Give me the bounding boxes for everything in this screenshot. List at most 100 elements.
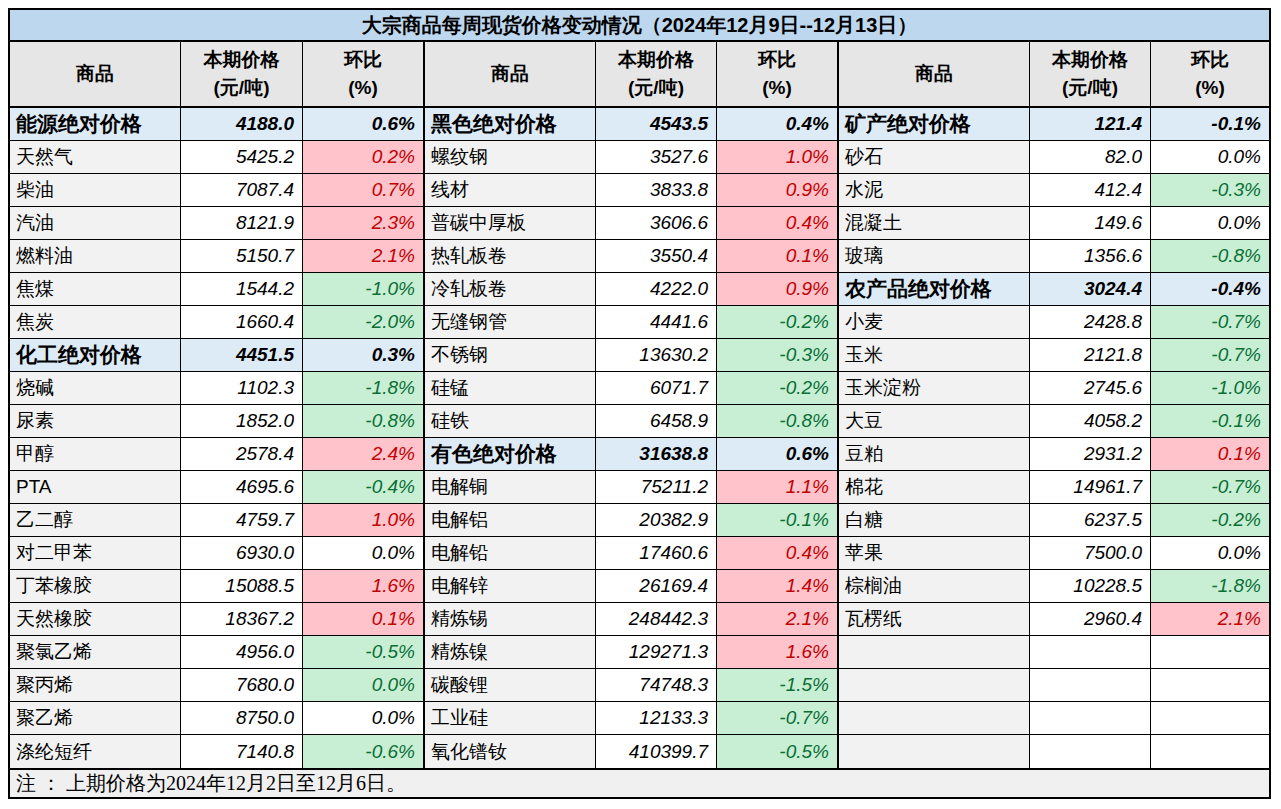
header-change-1[interactable]: 环比 (%) [303, 42, 425, 108]
price-cell[interactable]: 82.0 [1030, 141, 1151, 174]
commodity-cell[interactable]: 热轧板卷 [425, 240, 596, 273]
commodity-cell[interactable]: 不锈钢 [425, 339, 596, 372]
price-cell[interactable]: 2428.8 [1030, 306, 1151, 339]
price-cell[interactable]: 4759.7 [181, 504, 303, 537]
commodity-cell[interactable]: 汽油 [10, 207, 181, 240]
change-cell[interactable]: -1.0% [1151, 372, 1269, 405]
change-cell[interactable]: 0.0% [303, 537, 425, 570]
empty-cell[interactable] [839, 636, 1030, 669]
commodity-cell[interactable]: 聚乙烯 [10, 702, 181, 735]
empty-cell[interactable] [839, 669, 1030, 702]
section-name-cell[interactable]: 有色绝对价格 [425, 438, 596, 471]
commodity-cell[interactable]: 尿素 [10, 405, 181, 438]
price-cell[interactable]: 2121.8 [1030, 339, 1151, 372]
change-cell[interactable]: 1.0% [303, 504, 425, 537]
price-cell[interactable]: 1356.6 [1030, 240, 1151, 273]
change-cell[interactable]: -1.8% [1151, 570, 1269, 603]
price-cell[interactable]: 1544.2 [181, 273, 303, 306]
section-name-cell[interactable]: 黑色绝对价格 [425, 108, 596, 141]
section-price-cell[interactable]: 4188.0 [181, 108, 303, 141]
price-cell[interactable]: 149.6 [1030, 207, 1151, 240]
section-change-cell[interactable]: -0.4% [1151, 273, 1269, 306]
price-cell[interactable]: 3527.6 [596, 141, 717, 174]
change-cell[interactable]: -0.8% [1151, 240, 1269, 273]
commodity-cell[interactable]: 棉花 [839, 471, 1030, 504]
price-cell[interactable]: 8750.0 [181, 702, 303, 735]
change-cell[interactable]: 2.1% [1151, 603, 1269, 636]
price-cell[interactable]: 18367.2 [181, 603, 303, 636]
change-cell[interactable]: 0.9% [717, 174, 839, 207]
change-cell[interactable]: 0.4% [717, 207, 839, 240]
commodity-cell[interactable]: 工业硅 [425, 702, 596, 735]
section-change-cell[interactable]: 0.4% [717, 108, 839, 141]
change-cell[interactable]: 0.0% [1151, 207, 1269, 240]
commodity-cell[interactable]: 电解锌 [425, 570, 596, 603]
change-cell[interactable]: -0.7% [1151, 306, 1269, 339]
price-cell[interactable]: 3606.6 [596, 207, 717, 240]
change-cell[interactable]: 0.7% [303, 174, 425, 207]
price-cell[interactable]: 2960.4 [1030, 603, 1151, 636]
change-cell[interactable]: -0.7% [1151, 339, 1269, 372]
change-cell[interactable]: 0.1% [303, 603, 425, 636]
price-cell[interactable]: 17460.6 [596, 537, 717, 570]
section-name-cell[interactable]: 农产品绝对价格 [839, 273, 1030, 306]
price-cell[interactable]: 4695.6 [181, 471, 303, 504]
change-cell[interactable]: 1.1% [717, 471, 839, 504]
section-price-cell[interactable]: 4543.5 [596, 108, 717, 141]
section-price-cell[interactable]: 4451.5 [181, 339, 303, 372]
change-cell[interactable]: -0.1% [717, 504, 839, 537]
commodity-cell[interactable]: 线材 [425, 174, 596, 207]
empty-cell[interactable] [1030, 702, 1151, 735]
price-cell[interactable]: 7140.8 [181, 735, 303, 768]
commodity-cell[interactable]: PTA [10, 471, 181, 504]
commodity-cell[interactable]: 无缝钢管 [425, 306, 596, 339]
commodity-cell[interactable]: 甲醇 [10, 438, 181, 471]
change-cell[interactable]: 0.0% [1151, 537, 1269, 570]
commodity-cell[interactable]: 天然橡胶 [10, 603, 181, 636]
change-cell[interactable]: 2.3% [303, 207, 425, 240]
change-cell[interactable]: -0.3% [717, 339, 839, 372]
commodity-cell[interactable]: 精炼镍 [425, 636, 596, 669]
price-cell[interactable]: 4956.0 [181, 636, 303, 669]
commodity-cell[interactable]: 棕榈油 [839, 570, 1030, 603]
empty-cell[interactable] [1151, 636, 1269, 669]
change-cell[interactable]: -0.1% [1151, 405, 1269, 438]
commodity-cell[interactable]: 混凝土 [839, 207, 1030, 240]
commodity-cell[interactable]: 丁苯橡胶 [10, 570, 181, 603]
price-cell[interactable]: 7087.4 [181, 174, 303, 207]
price-cell[interactable]: 1852.0 [181, 405, 303, 438]
commodity-cell[interactable]: 烧碱 [10, 372, 181, 405]
section-name-cell[interactable]: 能源绝对价格 [10, 108, 181, 141]
commodity-cell[interactable]: 碳酸锂 [425, 669, 596, 702]
price-cell[interactable]: 6237.5 [1030, 504, 1151, 537]
price-cell[interactable]: 7500.0 [1030, 537, 1151, 570]
header-commodity-2[interactable]: 商品 [425, 42, 596, 108]
commodity-cell[interactable]: 白糖 [839, 504, 1030, 537]
change-cell[interactable]: -0.7% [1151, 471, 1269, 504]
section-change-cell[interactable]: 0.6% [303, 108, 425, 141]
change-cell[interactable]: -0.8% [303, 405, 425, 438]
commodity-cell[interactable]: 聚丙烯 [10, 669, 181, 702]
change-cell[interactable]: 0.4% [717, 537, 839, 570]
commodity-cell[interactable]: 大豆 [839, 405, 1030, 438]
commodity-cell[interactable]: 电解铜 [425, 471, 596, 504]
price-cell[interactable]: 412.4 [1030, 174, 1151, 207]
header-price-2[interactable]: 本期价格 (元/吨) [596, 42, 717, 108]
commodity-cell[interactable]: 精炼锡 [425, 603, 596, 636]
price-cell[interactable]: 75211.2 [596, 471, 717, 504]
price-cell[interactable]: 1102.3 [181, 372, 303, 405]
price-cell[interactable]: 3550.4 [596, 240, 717, 273]
price-cell[interactable]: 2745.6 [1030, 372, 1151, 405]
change-cell[interactable]: 1.0% [717, 141, 839, 174]
commodity-cell[interactable]: 电解铝 [425, 504, 596, 537]
price-cell[interactable]: 129271.3 [596, 636, 717, 669]
section-price-cell[interactable]: 3024.4 [1030, 273, 1151, 306]
commodity-cell[interactable]: 氧化镨钕 [425, 735, 596, 768]
commodity-cell[interactable]: 焦煤 [10, 273, 181, 306]
section-price-cell[interactable]: 31638.8 [596, 438, 717, 471]
price-cell[interactable]: 8121.9 [181, 207, 303, 240]
header-commodity-1[interactable]: 商品 [10, 42, 181, 108]
section-change-cell[interactable]: -0.1% [1151, 108, 1269, 141]
section-change-cell[interactable]: 0.3% [303, 339, 425, 372]
price-cell[interactable]: 10228.5 [1030, 570, 1151, 603]
